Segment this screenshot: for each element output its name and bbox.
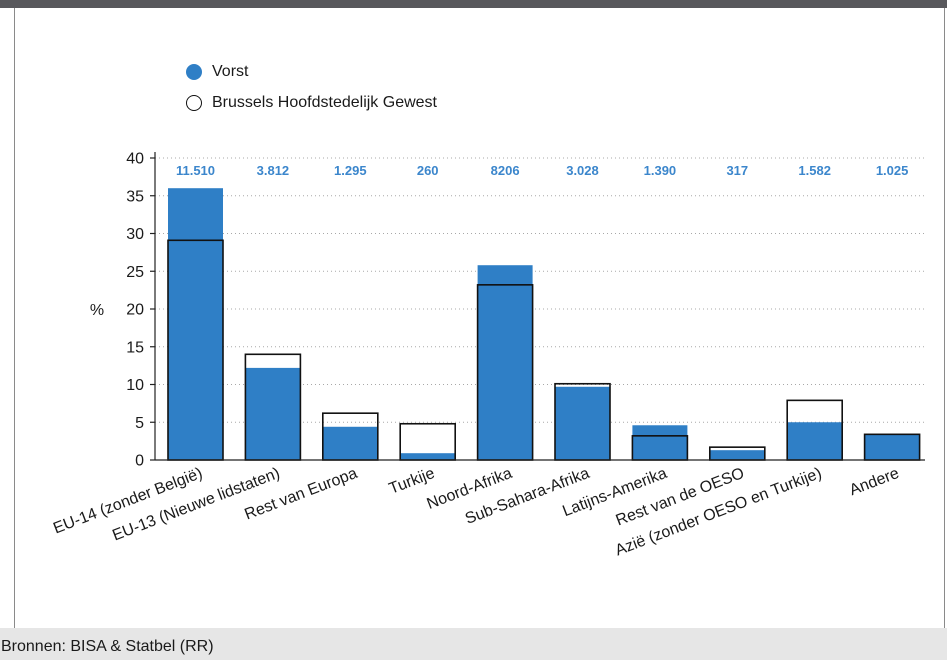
bar-vorst <box>322 426 378 460</box>
y-tick-label: 20 <box>126 302 144 319</box>
y-tick-label: 10 <box>126 377 144 394</box>
y-tick-label: 5 <box>135 415 144 432</box>
bar-count-label: 8206 <box>491 163 520 178</box>
bar-count-label: 3.812 <box>257 163 290 178</box>
source-note: Bronnen: BISA & Statbel (RR) <box>1 638 214 655</box>
bar-vorst <box>477 265 533 460</box>
y-axis-label: % <box>90 302 104 319</box>
bar-vorst <box>787 422 843 460</box>
legend-marker-vorst <box>186 64 202 80</box>
legend-label-vorst: Vorst <box>212 63 249 80</box>
footer: Bronnen: BISA & Statbel (RR) <box>0 628 947 660</box>
x-tick-label: Turkije <box>387 465 437 498</box>
legend-label-brussels: Brussels Hoofdstedelijk Gewest <box>212 94 437 111</box>
y-tick-label: 0 <box>135 453 144 470</box>
bar-vorst <box>555 386 610 460</box>
bar-vorst <box>245 367 301 460</box>
bar-count-label: 11.510 <box>176 163 215 178</box>
y-tick-label: 35 <box>126 188 144 205</box>
y-tick-label: 40 <box>126 151 144 168</box>
bar-count-label: 1.582 <box>798 163 831 178</box>
bar-vorst <box>168 188 223 460</box>
legend-marker-brussels <box>186 95 202 111</box>
y-tick-label: 25 <box>126 264 144 281</box>
bar-count-label: 3.028 <box>566 163 599 178</box>
bar-vorst <box>709 450 765 460</box>
x-tick-label: Andere <box>847 465 901 499</box>
y-tick-label: 15 <box>126 339 144 356</box>
header-bar <box>0 0 947 8</box>
bar-count-label: 1.390 <box>644 163 677 178</box>
bar-count-label: 260 <box>417 163 439 178</box>
bar-vorst <box>632 425 688 460</box>
bar-count-label: 1.295 <box>334 163 367 178</box>
y-tick-label: 30 <box>126 226 144 243</box>
bar-count-label: 1.025 <box>876 163 909 178</box>
bar-vorst <box>864 434 920 460</box>
frame-left-border <box>14 8 15 628</box>
bar-count-label: 317 <box>726 163 748 178</box>
frame-right-border <box>944 8 945 628</box>
bar-vorst <box>400 453 456 460</box>
